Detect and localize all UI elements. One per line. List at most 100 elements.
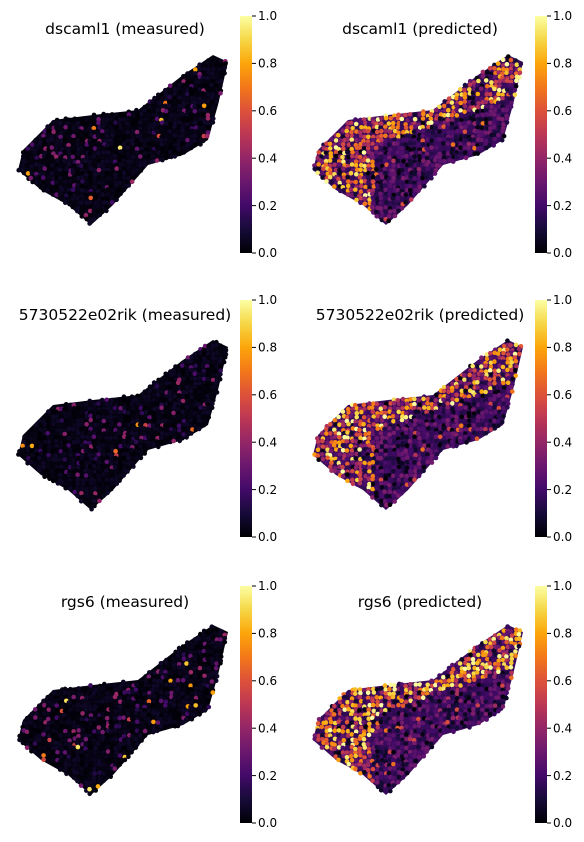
spot: [315, 447, 321, 453]
spot: [504, 397, 509, 403]
spot: [426, 405, 432, 411]
spot: [55, 129, 61, 134]
spot: [126, 428, 132, 433]
spot: [168, 397, 173, 402]
spot: [100, 489, 106, 495]
spot: [100, 749, 106, 755]
spot: [75, 477, 80, 482]
spot: [483, 711, 489, 717]
spot: [189, 699, 194, 705]
panel-title: dscaml1 (measured): [45, 20, 205, 38]
colorbar-tick-label: 0.4: [258, 435, 277, 449]
spot: [445, 686, 450, 692]
spot: [91, 738, 97, 743]
spot: [399, 205, 405, 211]
spot: [459, 151, 464, 156]
spot: [484, 704, 489, 709]
spot: [504, 87, 510, 92]
spot: [202, 356, 207, 361]
spot: [25, 737, 30, 742]
spot: [222, 639, 228, 645]
spot: [492, 674, 497, 680]
spot: [417, 402, 423, 407]
spot: [325, 455, 330, 461]
spot: [371, 134, 376, 140]
spot: [378, 455, 384, 461]
spot: [181, 687, 187, 692]
spot: [442, 431, 448, 437]
spot: [437, 116, 443, 121]
spot: [100, 414, 106, 420]
spot: [340, 469, 346, 474]
spot: [442, 707, 448, 713]
spot: [463, 117, 469, 122]
spot: [327, 146, 333, 151]
colorbar: 0.00.20.40.60.81.0: [535, 293, 572, 544]
spot: [205, 79, 211, 85]
spot: [193, 363, 198, 369]
spot: [383, 124, 388, 129]
spot: [366, 465, 372, 470]
spot: [197, 418, 202, 424]
spot: [192, 120, 198, 125]
spot: [366, 476, 372, 482]
spot: [129, 138, 135, 143]
spot: [155, 724, 160, 730]
spot: [54, 715, 59, 720]
spot: [159, 381, 164, 387]
spot: [333, 422, 338, 427]
spot: [505, 338, 510, 344]
spot: [340, 703, 345, 709]
spot: [396, 469, 401, 475]
spot: [154, 128, 160, 134]
spot: [202, 351, 207, 357]
spot: [184, 100, 189, 106]
spot: [51, 120, 56, 125]
spot: [177, 91, 183, 96]
spot: [97, 779, 102, 784]
spot: [152, 406, 157, 412]
spot: [458, 423, 464, 429]
spot: [159, 682, 164, 688]
spot: [333, 153, 339, 159]
spot: [201, 99, 206, 105]
spot: [163, 394, 169, 400]
spot: [353, 187, 358, 192]
spot: [113, 715, 118, 721]
spot: [59, 196, 65, 202]
spot: [442, 99, 448, 104]
spot: [142, 728, 148, 734]
spot: [479, 426, 484, 432]
spot: [89, 116, 94, 122]
spot: [218, 73, 223, 79]
spot: [513, 367, 518, 373]
spot: [87, 791, 92, 797]
spot: [411, 129, 417, 135]
spot: [24, 715, 30, 721]
spot: [315, 170, 321, 176]
spot: [399, 121, 405, 126]
spot: [175, 432, 181, 438]
spot: [380, 493, 385, 499]
spot: [162, 715, 168, 720]
spot: [504, 631, 510, 636]
spot: [100, 145, 106, 150]
spot: [445, 125, 450, 130]
spot: [168, 678, 173, 684]
spot: [97, 753, 102, 758]
spot: [513, 342, 519, 348]
spot: [375, 183, 380, 188]
spot: [100, 707, 105, 713]
spot: [323, 427, 329, 432]
spot: [151, 677, 157, 683]
spot: [375, 117, 381, 122]
spot: [99, 699, 105, 704]
spot: [72, 762, 78, 768]
panel-title: rgs6 (predicted): [358, 593, 482, 611]
spot: [47, 476, 52, 482]
spot: [176, 107, 182, 112]
spot: [370, 698, 375, 704]
spot: [379, 703, 384, 708]
spot: [37, 468, 43, 473]
spot: [108, 435, 113, 441]
